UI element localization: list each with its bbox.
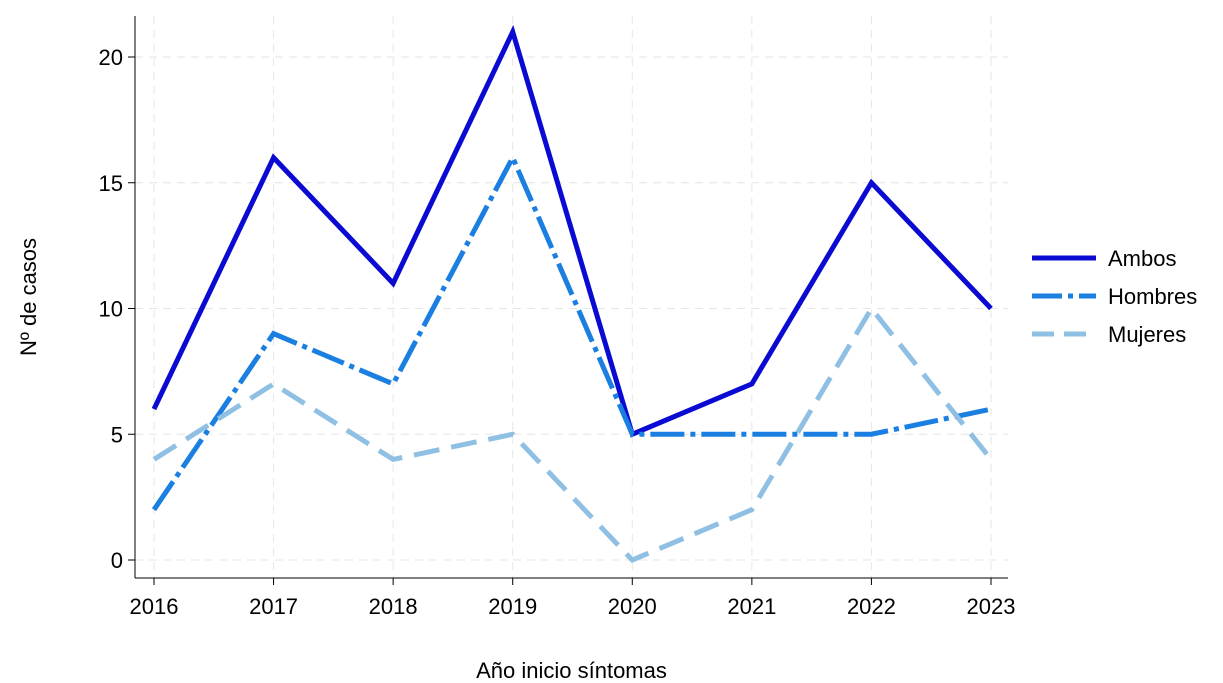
y-tick-label: 5 (111, 422, 123, 447)
y-tick-label: 15 (99, 171, 123, 196)
x-tick-label: 2016 (130, 594, 179, 619)
y-tick-label: 10 (99, 297, 123, 322)
x-tick-label: 2023 (967, 594, 1016, 619)
y-tick-label: 20 (99, 45, 123, 70)
axes: 0 5 10 15 20 2016 2017 2018 2019 2020 2021 2022 2023 (99, 16, 1016, 619)
grid (135, 16, 1008, 578)
x-axis-title: Año inicio síntomas (476, 658, 667, 683)
x-tick-label: 2021 (727, 594, 776, 619)
series-line-mujeres (152, 304, 993, 563)
x-tick-label: 2020 (608, 594, 657, 619)
legend-label-mujeres: Mujeres (1108, 322, 1186, 347)
x-tick-label: 2022 (847, 594, 896, 619)
series-line-ambos (151, 24, 993, 438)
series-line-hombres (151, 151, 992, 512)
legend-label-ambos: Ambos (1108, 246, 1176, 271)
y-axis-title: Nº de casos (16, 238, 41, 356)
x-tick-label: 2017 (249, 594, 298, 619)
series-group (151, 24, 993, 563)
x-tick-label: 2018 (369, 594, 418, 619)
legend-label-hombres: Hombres (1108, 284, 1197, 309)
legend: Ambos Hombres Mujeres (1032, 246, 1197, 347)
y-tick-label: 0 (111, 548, 123, 573)
x-tick-label: 2019 (488, 594, 537, 619)
